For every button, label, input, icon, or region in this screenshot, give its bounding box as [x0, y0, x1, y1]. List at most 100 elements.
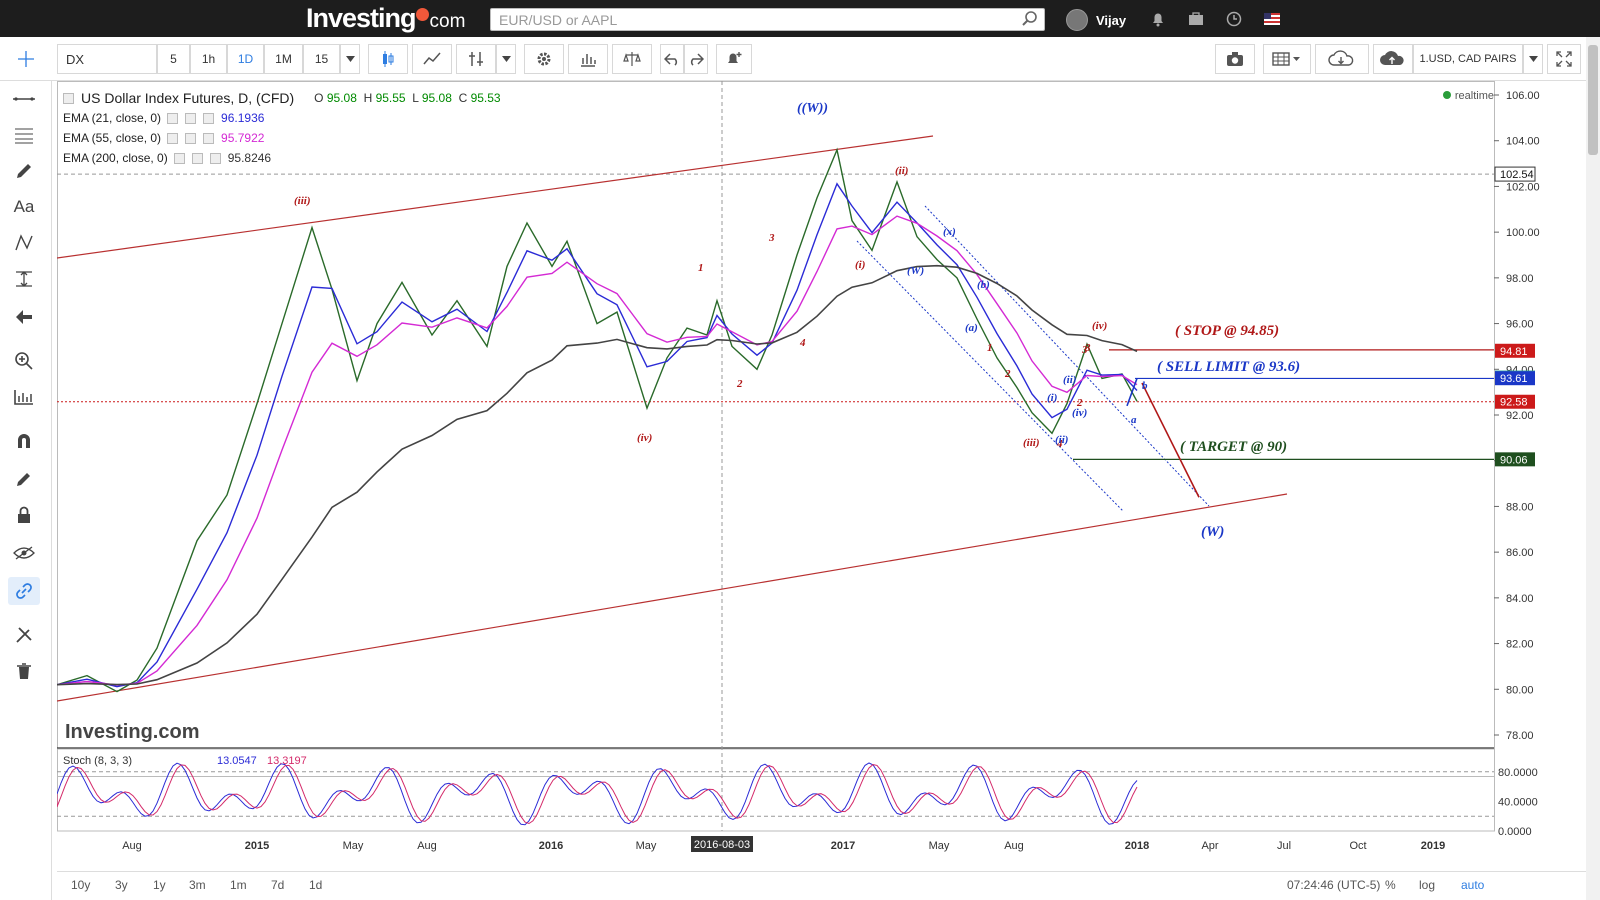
lock-drawings-button[interactable]	[8, 501, 40, 529]
compare-button[interactable]	[412, 44, 452, 74]
ema200-value: 95.8246	[227, 151, 272, 165]
realtime-indicator: realtime	[1442, 90, 1494, 102]
ema-55-line	[57, 215, 1138, 686]
save-layout-button[interactable]	[1373, 44, 1413, 74]
x-tick-label: Jul	[1277, 840, 1291, 852]
layout-name-select[interactable]: 1.USD, CAD PAIRS	[1413, 44, 1523, 74]
percent-scale-button[interactable]: %	[1385, 878, 1396, 892]
collapse-icon[interactable]	[63, 92, 74, 104]
measure-tool-button[interactable]	[8, 383, 40, 411]
fullscreen-button[interactable]	[1547, 44, 1581, 74]
price-chart[interactable]: 106.00104.00102.00100.0098.0096.0094.009…	[57, 81, 1586, 871]
zoom-tool-button[interactable]	[8, 347, 40, 375]
indicators-dropdown-button[interactable]	[496, 44, 516, 74]
legend-ema55-row[interactable]: EMA (55, close, 0) 95.7922	[63, 128, 501, 148]
y-tick-label: 80.00	[1506, 684, 1534, 696]
load-layout-button[interactable]	[1315, 44, 1369, 74]
back-arrow-button[interactable]	[8, 303, 40, 331]
fullscreen-icon	[1556, 51, 1572, 67]
magnet-tool-button[interactable]	[8, 427, 40, 455]
stay-in-draw-button[interactable]	[8, 465, 40, 493]
bar-chart-icon	[581, 54, 596, 67]
portfolio-icon[interactable]	[1188, 11, 1204, 27]
redo-button[interactable]	[684, 44, 708, 74]
investing-watermark: Investing.com	[65, 721, 199, 743]
interval-1d-button[interactable]: 1D	[227, 44, 264, 74]
chevron-down-icon	[1528, 56, 1538, 62]
search-icon[interactable]	[1022, 11, 1038, 27]
interval-5-button[interactable]: 5	[157, 44, 190, 74]
log-scale-button[interactable]: log	[1419, 878, 1436, 892]
range-7d-button[interactable]: 7d	[271, 878, 285, 892]
us-flag-icon[interactable]	[1264, 13, 1280, 25]
text-tool-button[interactable]: Aa	[8, 193, 40, 221]
pattern-tool-button[interactable]	[8, 229, 40, 257]
legend-main-row: US Dollar Index Futures, D, (CFD) O 95.0…	[63, 88, 501, 108]
legend-ema21-row[interactable]: EMA (21, close, 0) 96.1936	[63, 108, 501, 128]
chart-annotation: (W)	[1201, 524, 1224, 540]
y-tick-label: 102.00	[1506, 181, 1540, 193]
clock-icon[interactable]	[1226, 11, 1242, 27]
compare-scale-button[interactable]	[612, 44, 652, 74]
investing-logo[interactable]: Investing com	[306, 3, 466, 33]
user-menu[interactable]: Vijay	[1066, 9, 1126, 31]
drawing-toolbar: Aa	[0, 81, 52, 900]
auto-scale-button[interactable]: auto	[1461, 878, 1485, 892]
grid-icon	[1272, 52, 1300, 66]
hide-drawings-button[interactable]	[8, 539, 40, 567]
ema21-label: EMA (21, close, 0)	[63, 111, 162, 125]
tools-icon	[16, 627, 32, 643]
line-tool-button[interactable]	[8, 85, 40, 113]
interval-1h-button[interactable]: 1h	[190, 44, 227, 74]
interval-1m-button[interactable]: 1M	[264, 44, 303, 74]
alert-button[interactable]	[716, 44, 752, 74]
chart-area[interactable]: 106.00 104.00 102.00 100.00 98.00 96.00 94.00 9…	[57, 81, 1586, 871]
lock-icon	[18, 506, 30, 523]
ema55-value: 95.7922	[221, 131, 265, 145]
layout-button[interactable]	[1263, 44, 1311, 74]
upper-channel-line	[57, 135, 934, 259]
range-3m-button[interactable]: 3m	[189, 878, 206, 892]
range-3y-button[interactable]: 3y	[115, 878, 128, 892]
price-label-box	[1495, 394, 1535, 409]
search-input[interactable]: EUR/USD or AAPL	[490, 8, 1045, 31]
stoch-tick-label: 80.0000	[1498, 767, 1538, 779]
user-name: Vijay	[1096, 12, 1127, 28]
wave-label: 4	[1056, 438, 1063, 450]
screenshot-button[interactable]	[1215, 44, 1255, 74]
stoch-d-value: 13.3197	[267, 755, 307, 767]
prediction-tool-button[interactable]	[8, 265, 40, 293]
wave-label: (iv)	[1072, 407, 1087, 419]
brush-tool-button[interactable]	[8, 157, 40, 185]
page-scrollbar[interactable]	[1586, 37, 1600, 900]
wave-label: 1	[698, 262, 704, 274]
symbol-input[interactable]: DX	[57, 44, 157, 74]
crosshair-tool-button[interactable]	[8, 44, 44, 74]
avatar	[1066, 9, 1088, 31]
price-series-line	[57, 147, 1138, 693]
indicators-button[interactable]	[456, 44, 496, 74]
range-1m-button[interactable]: 1m	[230, 878, 247, 892]
range-10y-button[interactable]: 10y	[71, 878, 91, 892]
chevron-down-icon	[345, 56, 355, 62]
bell-icon[interactable]	[1150, 11, 1166, 27]
wave-label: (ii)	[1063, 374, 1076, 386]
delete-button[interactable]	[8, 657, 40, 685]
layout-dropdown-button[interactable]	[1523, 44, 1543, 74]
candle-chart-button[interactable]	[368, 44, 408, 74]
range-1y-button[interactable]: 1y	[153, 878, 166, 892]
interval-dropdown-button[interactable]	[340, 44, 360, 74]
studies-button[interactable]	[568, 44, 608, 74]
fib-tool-button[interactable]	[8, 121, 40, 149]
scrollbar-thumb[interactable]	[1588, 45, 1598, 155]
settings-button[interactable]	[524, 44, 564, 74]
line-chart-icon	[423, 52, 441, 65]
legend-title: US Dollar Index Futures, D, (CFD)	[81, 90, 295, 106]
range-1d-button[interactable]: 1d	[309, 878, 323, 892]
sync-drawings-button[interactable]	[8, 577, 40, 605]
legend-ema200-row[interactable]: EMA (200, close, 0) 95.8246	[63, 148, 501, 168]
stoch-tick-label: 40.0000	[1498, 796, 1538, 808]
remove-drawings-button[interactable]	[8, 621, 40, 649]
undo-button[interactable]	[660, 44, 684, 74]
interval-15-button[interactable]: 15	[303, 44, 340, 74]
